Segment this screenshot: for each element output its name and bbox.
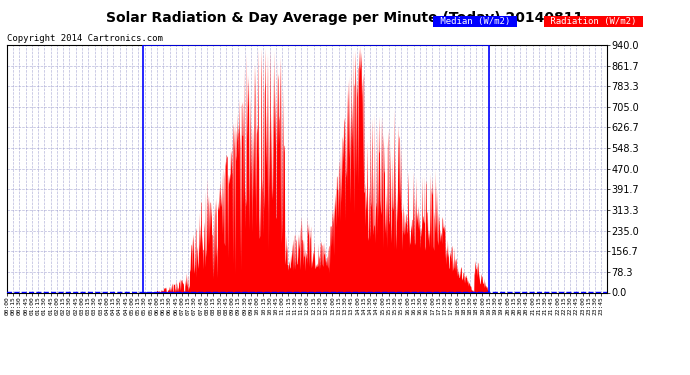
Text: Solar Radiation & Day Average per Minute (Today) 20140811: Solar Radiation & Day Average per Minute… [106, 11, 584, 25]
Text: Radiation (W/m2): Radiation (W/m2) [545, 17, 642, 26]
Text: Median (W/m2): Median (W/m2) [435, 17, 515, 26]
Bar [143, 45, 489, 292]
Text: Copyright 2014 Cartronics.com: Copyright 2014 Cartronics.com [7, 34, 163, 43]
